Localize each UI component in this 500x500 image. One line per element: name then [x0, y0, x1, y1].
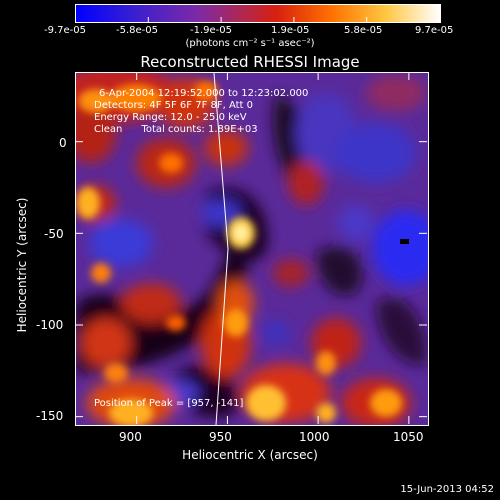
colorbar-tick-label: -1.9e-05	[190, 25, 232, 36]
map-canvas	[76, 73, 428, 425]
colorbar-tick-label: 5.8e-05	[344, 25, 383, 36]
y-tick-label: 0	[59, 136, 67, 150]
algorithm-counts-annotation: Clean Total counts: 1.89E+03	[94, 124, 258, 135]
rhessi-map-image	[75, 72, 429, 426]
detectors-annotation: Detectors: 4F 5F 6F 7F 8F, Att 0	[94, 100, 254, 111]
y-tick-label: -50	[44, 227, 64, 241]
x-tick-label: 950	[209, 430, 232, 444]
colorbar-tick-label: -5.8e-05	[116, 25, 158, 36]
x-tick-label: 900	[119, 430, 142, 444]
solar-limb-line	[213, 73, 227, 224]
x-tick-label: 1000	[299, 430, 330, 444]
dark-marker	[400, 239, 409, 244]
time-range-annotation: 6-Apr-2004 12:19:52.000 to 12:23:02.000	[99, 88, 309, 99]
colorbar-tick-label: 9.7e-05	[415, 25, 454, 36]
solar-limb-line	[225, 222, 229, 250]
peak-position-annotation: Position of Peak = [957, -141]	[94, 398, 244, 409]
colorbar-ticks	[75, 17, 440, 22]
colorbar	[75, 4, 441, 23]
y-tick-label: -100	[36, 318, 64, 332]
y-tick-label: -150	[36, 409, 64, 423]
colorbar-tick-label: 1.9e-05	[271, 25, 310, 36]
x-axis-label: Heliocentric X (arcsec)	[182, 448, 318, 462]
y-axis-label: Heliocentric Y (arcsec)	[15, 197, 29, 333]
colorbar-gradient	[76, 5, 440, 22]
colorbar-units-label: (photons cm⁻² s⁻¹ asec⁻²)	[185, 38, 315, 49]
energy-range-annotation: Energy Range: 12.0 - 25.0 keV	[94, 112, 247, 123]
x-tick-label: 1050	[393, 430, 424, 444]
plot-title: Reconstructed RHESSI Image	[140, 53, 360, 71]
bright-peaks	[76, 81, 402, 425]
solar-limb-line	[215, 248, 229, 425]
colorbar-tick-label: -9.7e-05	[44, 25, 86, 36]
footer-date: 15-Jun-2013 04:52	[400, 484, 494, 495]
